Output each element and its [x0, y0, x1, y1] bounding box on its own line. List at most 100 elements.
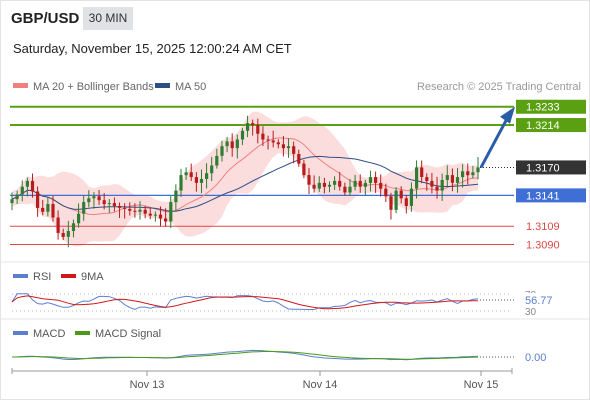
candle-body	[363, 182, 367, 187]
datetime-label: Saturday, November 15, 2025 12:00:24 AM …	[13, 41, 292, 56]
candle-body	[286, 146, 291, 149]
macd-value-label: 0.00	[525, 352, 546, 364]
candle-body	[368, 177, 373, 183]
candle-body	[261, 133, 265, 140]
symbol-title: GBP/USD	[11, 10, 80, 27]
candle-body	[389, 196, 393, 210]
candle-body	[179, 175, 183, 191]
candle-body	[71, 223, 76, 231]
candle-body	[153, 214, 157, 216]
macd-signal-legend-label: MACD Signal	[95, 328, 161, 340]
candle-body	[82, 202, 86, 214]
rsi-ma-line	[11, 295, 479, 310]
candle-body	[420, 167, 424, 177]
candle-body	[143, 209, 147, 214]
price-levels	[10, 105, 514, 246]
candle-body	[102, 200, 106, 205]
candle-body	[77, 213, 81, 224]
candle-body	[399, 190, 403, 199]
candle-body	[348, 186, 352, 193]
rsi-value-bg	[522, 293, 556, 306]
candle-body	[266, 139, 270, 141]
candle-body	[476, 167, 480, 173]
ma20-legend-swatch	[13, 83, 28, 88]
candle-body	[66, 231, 70, 237]
candle-body	[133, 210, 137, 212]
macd-lines	[11, 349, 479, 361]
candle-body	[20, 186, 24, 195]
candle-body	[455, 177, 460, 183]
candle-body	[322, 182, 326, 187]
candle-body	[174, 190, 178, 203]
credit-label: Research © 2025 Trading Central	[417, 81, 581, 93]
timeframe-button[interactable]: 30 MIN	[83, 7, 133, 30]
candle-body	[353, 180, 357, 187]
candle-body	[343, 186, 347, 193]
candle-body	[450, 175, 454, 183]
candle-body	[158, 214, 163, 219]
candle-body	[394, 190, 398, 210]
candle-body	[327, 184, 332, 187]
ma20-legend-label: MA 20 + Bollinger Bands	[33, 81, 154, 93]
ma50-legend-swatch	[155, 83, 170, 88]
level-tags: 1.3233 1.3214 1.3170 1.3141 1.3109 1.3090	[479, 99, 586, 252]
candle-body	[425, 177, 429, 181]
resistance-2-tag	[516, 99, 586, 114]
x-tick-label: Nov 14	[303, 379, 338, 391]
candle-body	[440, 180, 444, 191]
rsi-line	[11, 293, 479, 310]
candle-body	[184, 172, 188, 176]
candle-body	[220, 146, 224, 156]
candle-body	[10, 199, 14, 204]
candle-body	[358, 180, 362, 187]
candle-body	[235, 139, 239, 149]
candle-body	[148, 213, 152, 216]
candle-body	[297, 154, 301, 164]
candle-body	[41, 207, 45, 212]
candle-body	[435, 186, 439, 191]
projection-arrow-head	[500, 106, 515, 124]
candle-body	[138, 209, 142, 212]
candle-body	[333, 180, 337, 185]
rsi-ma-legend-label: 9MA	[81, 271, 104, 283]
candlesticks	[10, 115, 480, 248]
candle-body	[461, 171, 465, 178]
candle-body	[302, 163, 306, 176]
candle-body	[15, 194, 19, 200]
candle-body	[445, 175, 449, 180]
candle-body	[169, 202, 173, 222]
candle-body	[210, 165, 214, 174]
candle-body	[123, 207, 127, 209]
x-tick-label: Nov 15	[464, 379, 499, 391]
candle-body	[256, 125, 260, 134]
pivot-tag	[516, 188, 586, 203]
candle-body	[164, 218, 168, 222]
rsi-value-label: 56.77	[525, 295, 553, 307]
rsi-legend-label: RSI	[33, 271, 51, 283]
candle-body	[189, 172, 193, 178]
candle-body	[409, 188, 413, 206]
macd-legend-swatch	[13, 331, 28, 335]
ma20-line	[11, 137, 478, 216]
candle-body	[271, 140, 275, 143]
candle-body	[471, 172, 475, 176]
resistance-1-label: 1.3214	[526, 120, 560, 132]
bollinger-bands	[12, 111, 478, 247]
ma50-line	[11, 155, 479, 212]
current-price-label: 1.3170	[526, 162, 560, 174]
candle-body	[36, 191, 40, 208]
candle-body	[51, 204, 55, 218]
moving-averages	[11, 137, 479, 216]
candle-body	[317, 182, 321, 189]
candle-body	[128, 208, 132, 211]
macd-legend-label: MACD	[33, 328, 65, 340]
candle-body	[281, 144, 285, 149]
candle-body	[307, 175, 311, 185]
candle-body	[430, 180, 434, 187]
candle-body	[97, 196, 101, 201]
pivot-label: 1.3141	[526, 190, 560, 202]
candle-body	[276, 142, 280, 145]
rsi-level-30-label: 30	[525, 307, 537, 318]
candle-body	[225, 141, 229, 147]
